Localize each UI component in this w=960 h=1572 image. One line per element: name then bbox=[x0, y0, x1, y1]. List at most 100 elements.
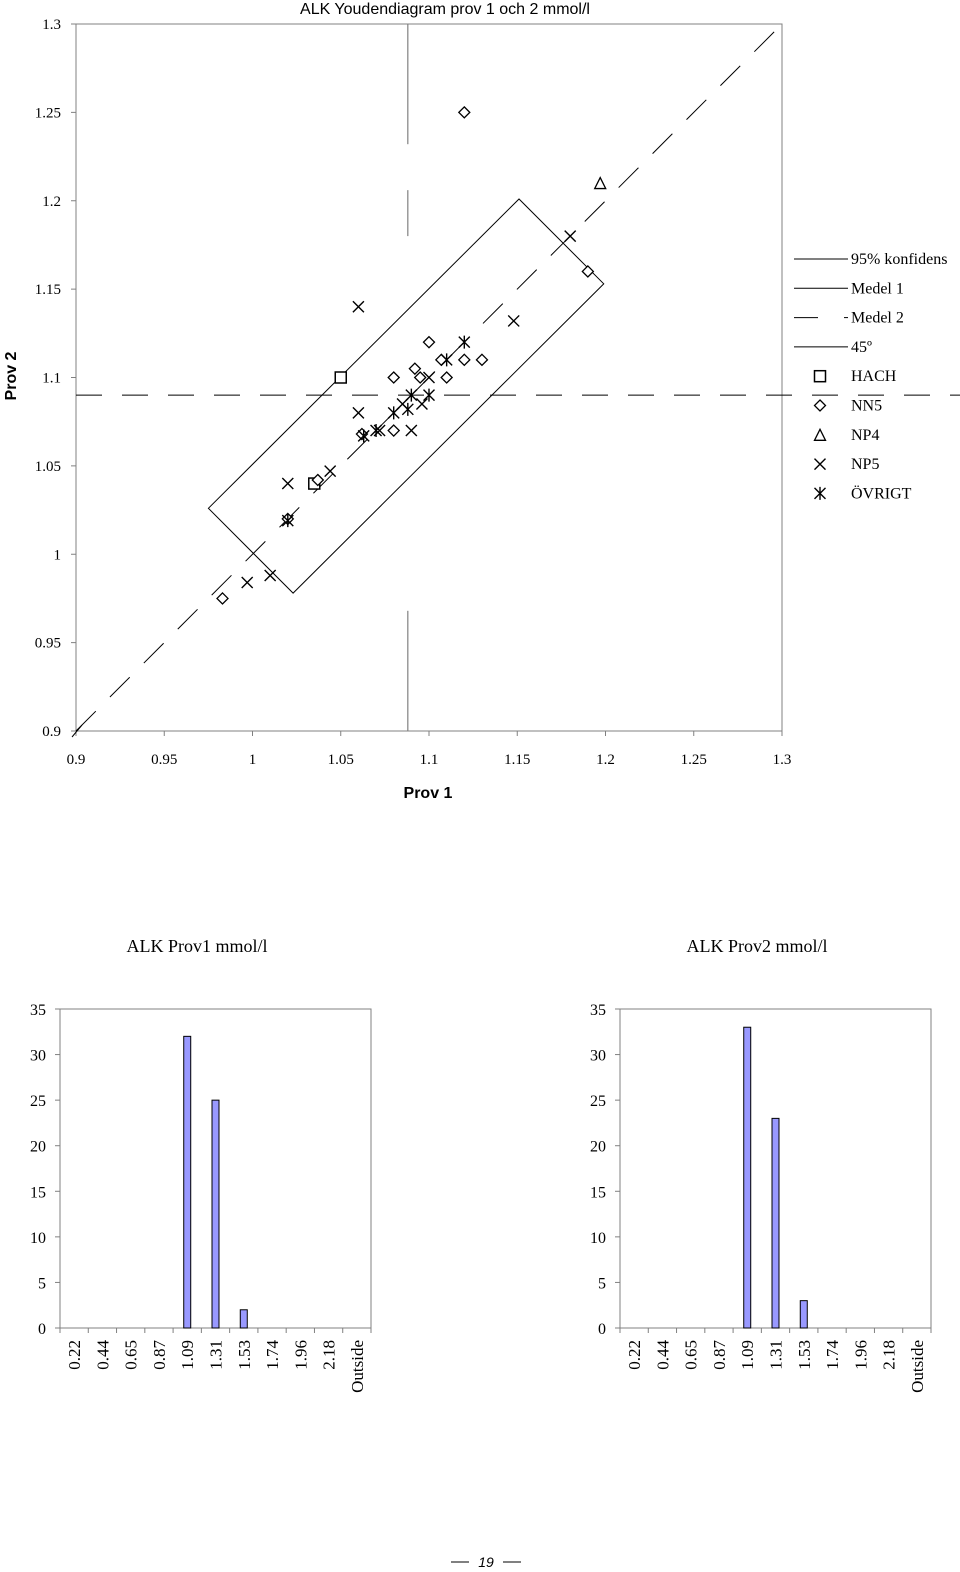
y-tick-label: 25 bbox=[590, 1093, 606, 1110]
np5-marker bbox=[415, 398, 428, 411]
y-tick-label: 0.95 bbox=[35, 636, 61, 652]
x-tick-label: Outside bbox=[348, 1340, 367, 1393]
y-tick-label: 1.3 bbox=[42, 17, 61, 33]
chart-title: ALK Youdendiagram prov 1 och 2 mmol/l bbox=[300, 1, 590, 18]
nn5-marker bbox=[457, 105, 471, 119]
hach-marker bbox=[813, 369, 827, 383]
x-tick-label: 1.09 bbox=[738, 1340, 757, 1370]
np5-marker bbox=[281, 477, 294, 490]
x-tick-label: 1.74 bbox=[823, 1340, 842, 1370]
y-tick-label: 30 bbox=[30, 1048, 46, 1065]
np5-marker bbox=[264, 569, 277, 582]
x-tick-label: Outside bbox=[908, 1340, 927, 1393]
histogram-bar bbox=[211, 1099, 220, 1329]
histogram-bar bbox=[771, 1117, 780, 1329]
x-tick-label: 0.22 bbox=[65, 1340, 84, 1370]
y-tick-label: 10 bbox=[590, 1230, 606, 1247]
ovrigt-marker bbox=[458, 335, 471, 349]
x-tick-label: 0.9 bbox=[67, 752, 86, 768]
x-tick-label: 0.65 bbox=[122, 1340, 141, 1370]
y-tick-label: 30 bbox=[590, 1048, 606, 1065]
y-tick-label: 1.25 bbox=[35, 105, 61, 121]
x-tick-label: 1.74 bbox=[263, 1340, 282, 1370]
nn5-marker bbox=[581, 265, 595, 278]
ovrigt-marker bbox=[401, 402, 414, 416]
legend-label: 95% konfidens bbox=[851, 251, 947, 268]
x-tick-label: 2.18 bbox=[880, 1340, 899, 1370]
x-tick-label: 0.65 bbox=[682, 1340, 701, 1370]
nn5-marker bbox=[408, 362, 422, 376]
y-tick-label: 10 bbox=[30, 1230, 46, 1247]
y-tick-label: 1 bbox=[54, 547, 62, 563]
nn5-marker bbox=[216, 592, 229, 605]
x-tick-label: 1.15 bbox=[504, 752, 530, 768]
ovrigt-marker bbox=[370, 424, 383, 438]
x-tick-label: 1.53 bbox=[795, 1340, 814, 1370]
nn5-marker bbox=[457, 353, 471, 367]
y-tick-label: 25 bbox=[30, 1093, 46, 1110]
y-tick-label: 0.9 bbox=[42, 724, 61, 740]
y-axis-label: Prov 2 bbox=[3, 351, 20, 400]
legend: 95% konfidens Medel 1 Medel 2 45º HACH NN5 NP4… bbox=[794, 251, 947, 502]
np5-marker bbox=[352, 406, 365, 419]
ovrigt-marker bbox=[387, 406, 400, 420]
y-tick-label: 20 bbox=[30, 1139, 46, 1156]
x-tick-label: 1.05 bbox=[328, 752, 354, 768]
y-tick-label: 5 bbox=[38, 1275, 46, 1292]
histogram-prov1: ALK Prov1 mmol/l 0 5 10 15 20 25 30 35 0.22 0.44 0… bbox=[30, 936, 372, 1393]
legend-label: HACH bbox=[851, 368, 897, 385]
x-tick-label: 1.31 bbox=[207, 1340, 226, 1370]
youden-scatter-chart: ALK Youdendiagram prov 1 och 2 mmol/l Pr… bbox=[3, 1, 960, 802]
legend-label: Medel 1 bbox=[851, 280, 904, 297]
legend-label: NP5 bbox=[851, 456, 879, 473]
histogram-prov2: ALK Prov2 mmol/l 0 5 10 15 20 25 30 35 0.22 0.44 0… bbox=[590, 936, 932, 1393]
nn5-marker bbox=[387, 424, 401, 437]
x-tick-label: 1.96 bbox=[851, 1340, 870, 1370]
legend-label: NP4 bbox=[851, 427, 879, 444]
nn5-marker bbox=[475, 353, 489, 367]
x-tick-label: 1.53 bbox=[235, 1340, 254, 1370]
np5-marker bbox=[564, 230, 577, 243]
ovrigt-marker bbox=[423, 388, 435, 402]
x-tick-label: 1.31 bbox=[767, 1340, 786, 1370]
nn5-marker bbox=[813, 399, 827, 412]
y-tick-label: 35 bbox=[590, 1002, 606, 1019]
y-tick-label: 15 bbox=[590, 1184, 606, 1201]
x-tick-label: 1.2 bbox=[596, 752, 615, 768]
ovrigt-marker bbox=[357, 429, 370, 443]
y-tick-label: 1.05 bbox=[35, 459, 61, 475]
x-tick-label: 0.22 bbox=[625, 1340, 644, 1370]
x-tick-label: 1.96 bbox=[291, 1340, 310, 1370]
ovrigt-marker bbox=[440, 353, 453, 367]
nn5-marker bbox=[440, 371, 454, 384]
confidence-region bbox=[207, 198, 605, 594]
y-tick-label: 15 bbox=[30, 1184, 46, 1201]
np4-marker bbox=[593, 176, 607, 190]
ovrigt-marker bbox=[814, 486, 826, 500]
nn5-marker bbox=[387, 371, 401, 384]
histogram-bar bbox=[799, 1300, 808, 1329]
ovrigt-marker bbox=[281, 514, 294, 528]
x-tick-label: 2.18 bbox=[320, 1340, 339, 1370]
x-tick-label: 1.09 bbox=[178, 1340, 197, 1370]
ovrigt-marker bbox=[405, 388, 418, 402]
y-tick-label: 35 bbox=[30, 1002, 46, 1019]
histogram-bar bbox=[743, 1026, 752, 1329]
histogram-title: ALK Prov2 mmol/l bbox=[686, 936, 827, 956]
legend-label: NN5 bbox=[851, 398, 882, 415]
x-axis-label: Prov 1 bbox=[404, 785, 453, 802]
x-tick-label: 0.44 bbox=[653, 1340, 672, 1370]
x-tick-label: 1.25 bbox=[681, 752, 707, 768]
x-tick-label: 1 bbox=[249, 752, 257, 768]
nn5-marker bbox=[311, 473, 325, 487]
axis-break-mark bbox=[71, 724, 83, 738]
histogram-bar bbox=[183, 1035, 192, 1329]
y-tick-label: 0 bbox=[38, 1321, 46, 1338]
np5-marker bbox=[814, 458, 826, 471]
x-tick-label: 1.1 bbox=[420, 752, 439, 768]
x-tick-label: 1.3 bbox=[773, 752, 792, 768]
y-tick-label: 5 bbox=[598, 1275, 606, 1292]
y-tick-label: 1.2 bbox=[42, 194, 61, 210]
x-tick-label: 0.44 bbox=[93, 1340, 112, 1370]
x-tick-label: 0.95 bbox=[151, 752, 177, 768]
